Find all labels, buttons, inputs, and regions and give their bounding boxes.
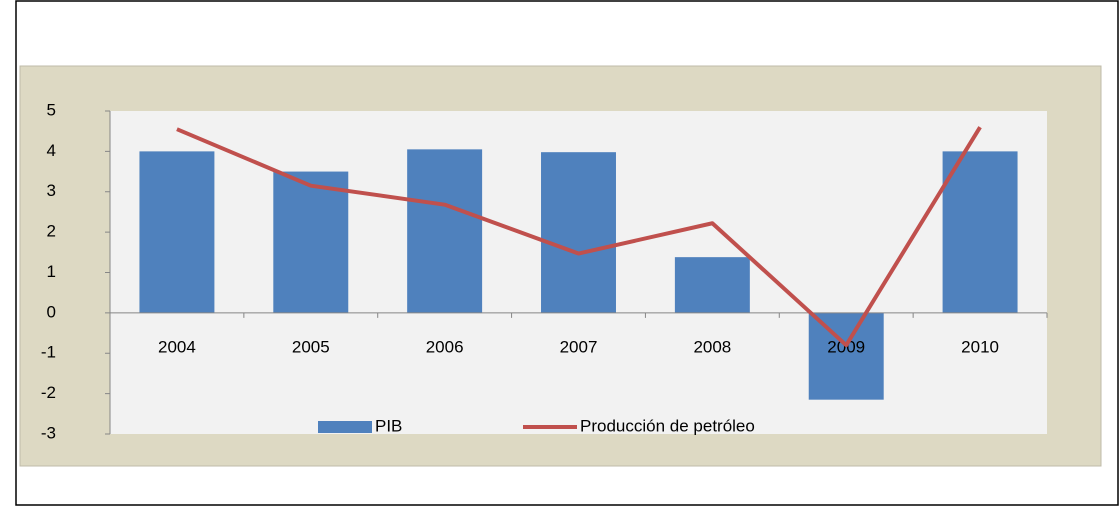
- line: [176, 126, 982, 348]
- bar: [541, 152, 616, 313]
- legend-label: Producción de petróleo: [580, 416, 755, 435]
- legend-label: PIB: [375, 416, 402, 435]
- bar: [139, 151, 215, 313]
- y-tick-label: -2: [41, 383, 56, 402]
- x-tick-label: 2008: [693, 337, 731, 356]
- x-tick-label: 2006: [426, 337, 464, 356]
- y-tick-label: -1: [41, 343, 56, 362]
- y-tick-label: 0: [47, 302, 56, 321]
- y-tick-label: 2: [47, 222, 56, 241]
- bar: [942, 151, 1018, 313]
- y-tick-label: 4: [47, 141, 56, 160]
- y-tick-label: -3: [41, 423, 56, 442]
- x-tick-label: 2004: [158, 337, 196, 356]
- x-tick-label: 2007: [560, 337, 598, 356]
- x-tick-label: 2010: [961, 337, 999, 356]
- bar: [407, 149, 483, 313]
- legend-swatch: [318, 421, 372, 433]
- bar: [273, 171, 349, 313]
- bar: [808, 312, 884, 400]
- y-tick-label: 3: [47, 181, 56, 200]
- x-tick-label: 2005: [292, 337, 330, 356]
- bar: [674, 257, 750, 313]
- y-tick-label: 1: [47, 262, 56, 281]
- y-tick-label: 5: [47, 100, 56, 119]
